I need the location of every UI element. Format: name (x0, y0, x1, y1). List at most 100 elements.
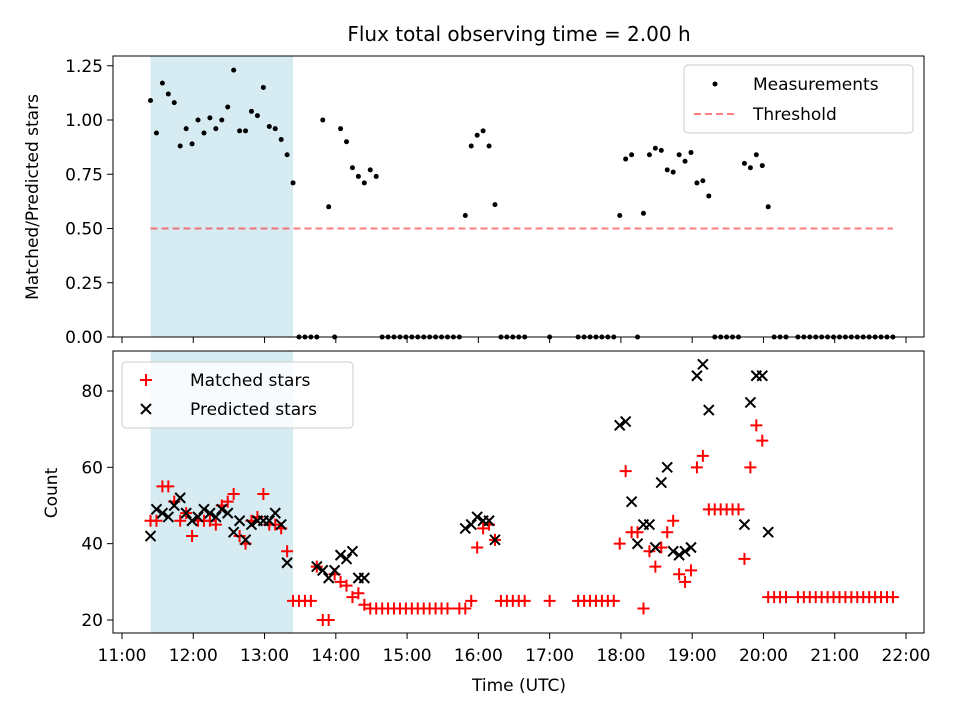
predicted-stars-point (358, 572, 371, 584)
matched-stars-point (667, 514, 680, 527)
measurement-point (284, 152, 290, 158)
predicted-stars-point (340, 553, 353, 565)
measurement-point (676, 152, 682, 158)
measurement-point (165, 91, 171, 97)
matched-stars-point (738, 552, 751, 565)
predicted-stars-point (691, 370, 703, 382)
predicted-stars-point (649, 541, 662, 554)
measurement-point (480, 128, 486, 134)
matched-stars-point (281, 545, 294, 558)
matched-stars-point (518, 594, 531, 607)
measurement-point (623, 156, 629, 162)
predicted-stars-point (334, 549, 347, 561)
matched-stars-point (221, 495, 234, 508)
predicted-stars-point (619, 415, 632, 428)
predicted-stars-point (489, 534, 501, 546)
measurement-point (694, 180, 700, 186)
measurement-point (237, 128, 243, 134)
legend-threshold-label: Threshold (752, 105, 837, 125)
predicted-stars-point (239, 534, 252, 546)
matched-stars-point (209, 518, 222, 531)
measurement-point (753, 152, 759, 158)
matched-stars-point (471, 541, 484, 554)
count-x-tick-label: 13:00 (240, 646, 289, 666)
measurement-point (260, 84, 266, 90)
legend-predicted-label: Predicted stars (190, 400, 317, 420)
matched-stars-point (744, 461, 757, 474)
ratio-y-tick-label: 1.25 (65, 57, 103, 77)
measurement-point (320, 117, 326, 123)
measurement-point (177, 143, 183, 149)
predicted-stars-point (465, 518, 477, 531)
matched-stars-point (607, 594, 620, 607)
matched-stars-point (340, 579, 353, 592)
matched-stars-point (322, 614, 335, 626)
predicted-stars-point (744, 396, 757, 409)
count-axis-ticks: 20 40 60 80 11:00 12:00 13:00 14:00 15:00 16:00 17… (81, 382, 930, 666)
predicted-stars-point (233, 515, 246, 527)
predicted-stars-point (685, 541, 697, 554)
predicted-stars-point (204, 507, 216, 519)
measurement-point (231, 67, 237, 73)
observing-window-top (150, 56, 294, 337)
measurement-point (652, 145, 658, 151)
predicted-stars-point (667, 545, 679, 558)
count-panel: 20 40 60 80 11:00 12:00 13:00 14:00 15:00 16:00 17… (42, 350, 931, 696)
predicted-stars-point (756, 370, 768, 382)
ratio-panel: Flux total observing time = 2.00 h 0.000… (23, 22, 925, 348)
measurement-point (148, 97, 154, 103)
matched-stars-point (655, 541, 668, 554)
count-x-tick-label: 14:00 (311, 646, 360, 666)
predicted-stars-point (227, 526, 240, 538)
predicted-stars-point (322, 572, 335, 584)
predicted-stars-point (144, 530, 157, 542)
matched-stars-point (756, 434, 769, 447)
matched-stars-point (227, 488, 240, 501)
measurement-point (254, 113, 260, 119)
matched-stars-point (637, 602, 650, 615)
predicted-stars-point (655, 476, 668, 489)
measurement-point (658, 147, 664, 153)
predicted-stars-point (263, 515, 276, 527)
measurement-point (700, 178, 706, 184)
count-plot-frame (112, 350, 925, 634)
measurement-point (486, 143, 492, 149)
measurement-point (759, 163, 765, 169)
predicted-stars-point (269, 507, 281, 519)
measurement-point (361, 180, 367, 186)
measurement-point (195, 117, 201, 123)
matched-stars-point (352, 587, 365, 600)
measurement-point (646, 152, 652, 158)
measurement-point (266, 124, 272, 130)
ratio-y-tick-label: 1.00 (65, 111, 103, 131)
predicted-stars-point (703, 404, 715, 416)
matched-stars-point (613, 537, 626, 550)
matched-stars-point (619, 465, 632, 478)
measurement-point (225, 104, 231, 110)
measurement-point (765, 204, 771, 210)
legend-matched-label: Matched stars (190, 371, 310, 391)
count-y-tick-label: 80 (81, 382, 103, 402)
measurement-point (159, 80, 165, 86)
measurement-point (688, 150, 694, 156)
matched-stars-point (465, 594, 478, 607)
matched-stars-point (150, 514, 163, 527)
matched-stars-point (186, 530, 199, 543)
ratio-y-axis-label: Matched/Predicted stars (23, 94, 43, 300)
chart-title: Flux total observing time = 2.00 h (347, 22, 690, 46)
ratio-legend-box (683, 64, 914, 134)
matched-stars-point (233, 530, 246, 543)
matched-stars-point (441, 602, 454, 615)
measurement-point (326, 204, 332, 210)
matched-stars-point (886, 591, 899, 604)
matched-stars-point (643, 545, 656, 558)
predicted-stars-point (614, 419, 626, 432)
predicted-stars-point (162, 511, 175, 523)
measurement-point (670, 169, 676, 175)
predicted-stars-point (210, 511, 222, 523)
predicted-stars-point (150, 503, 163, 516)
matched-stars-point (174, 514, 187, 527)
matched-stars-point (661, 526, 674, 539)
count-series (144, 358, 899, 626)
predicted-stars-point (216, 503, 228, 516)
